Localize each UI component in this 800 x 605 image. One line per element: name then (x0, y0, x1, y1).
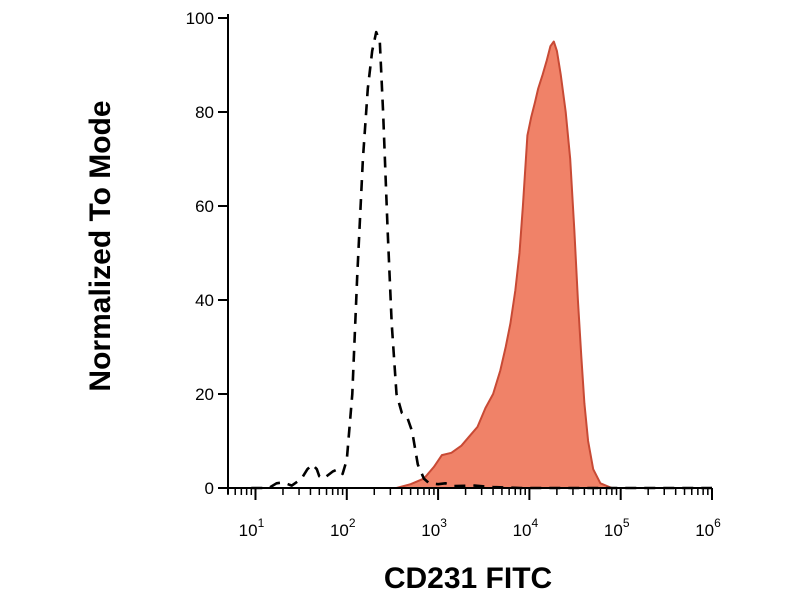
x-tick-base: 10 (421, 521, 440, 540)
x-tick-exponent: 6 (714, 516, 721, 530)
filled-histogram-area (373, 40, 638, 489)
x-tick-exponent: 5 (623, 516, 630, 530)
y-tick-label: 40 (195, 291, 214, 310)
y-axis-title: Normalized To Mode (84, 100, 117, 391)
series-layer (251, 30, 712, 490)
x-tick-label: 106 (695, 516, 721, 540)
y-tick-label: 20 (195, 385, 214, 404)
x-tick-base: 10 (330, 521, 349, 540)
y-tick-label: 60 (195, 197, 214, 216)
y-tick-label: 80 (195, 103, 214, 122)
axes-layer (218, 14, 713, 500)
x-tick-label: 104 (513, 516, 539, 540)
x-tick-label: 102 (330, 516, 356, 540)
x-tick-exponent: 2 (349, 516, 356, 530)
x-axis-title: CD231 FITC (384, 562, 552, 595)
x-tick-label: 103 (421, 516, 447, 540)
x-tick-base: 10 (513, 521, 532, 540)
x-tick-base: 10 (239, 521, 258, 540)
y-tick-label: 100 (186, 9, 214, 28)
x-tick-exponent: 1 (258, 516, 265, 530)
x-tick-exponent: 3 (440, 516, 447, 530)
y-tick-label: 0 (205, 479, 214, 498)
x-tick-exponent: 4 (532, 516, 539, 530)
x-tick-base: 10 (695, 521, 714, 540)
x-tick-label: 105 (604, 516, 630, 540)
x-tick-base: 10 (604, 521, 623, 540)
x-tick-label: 101 (239, 516, 265, 540)
